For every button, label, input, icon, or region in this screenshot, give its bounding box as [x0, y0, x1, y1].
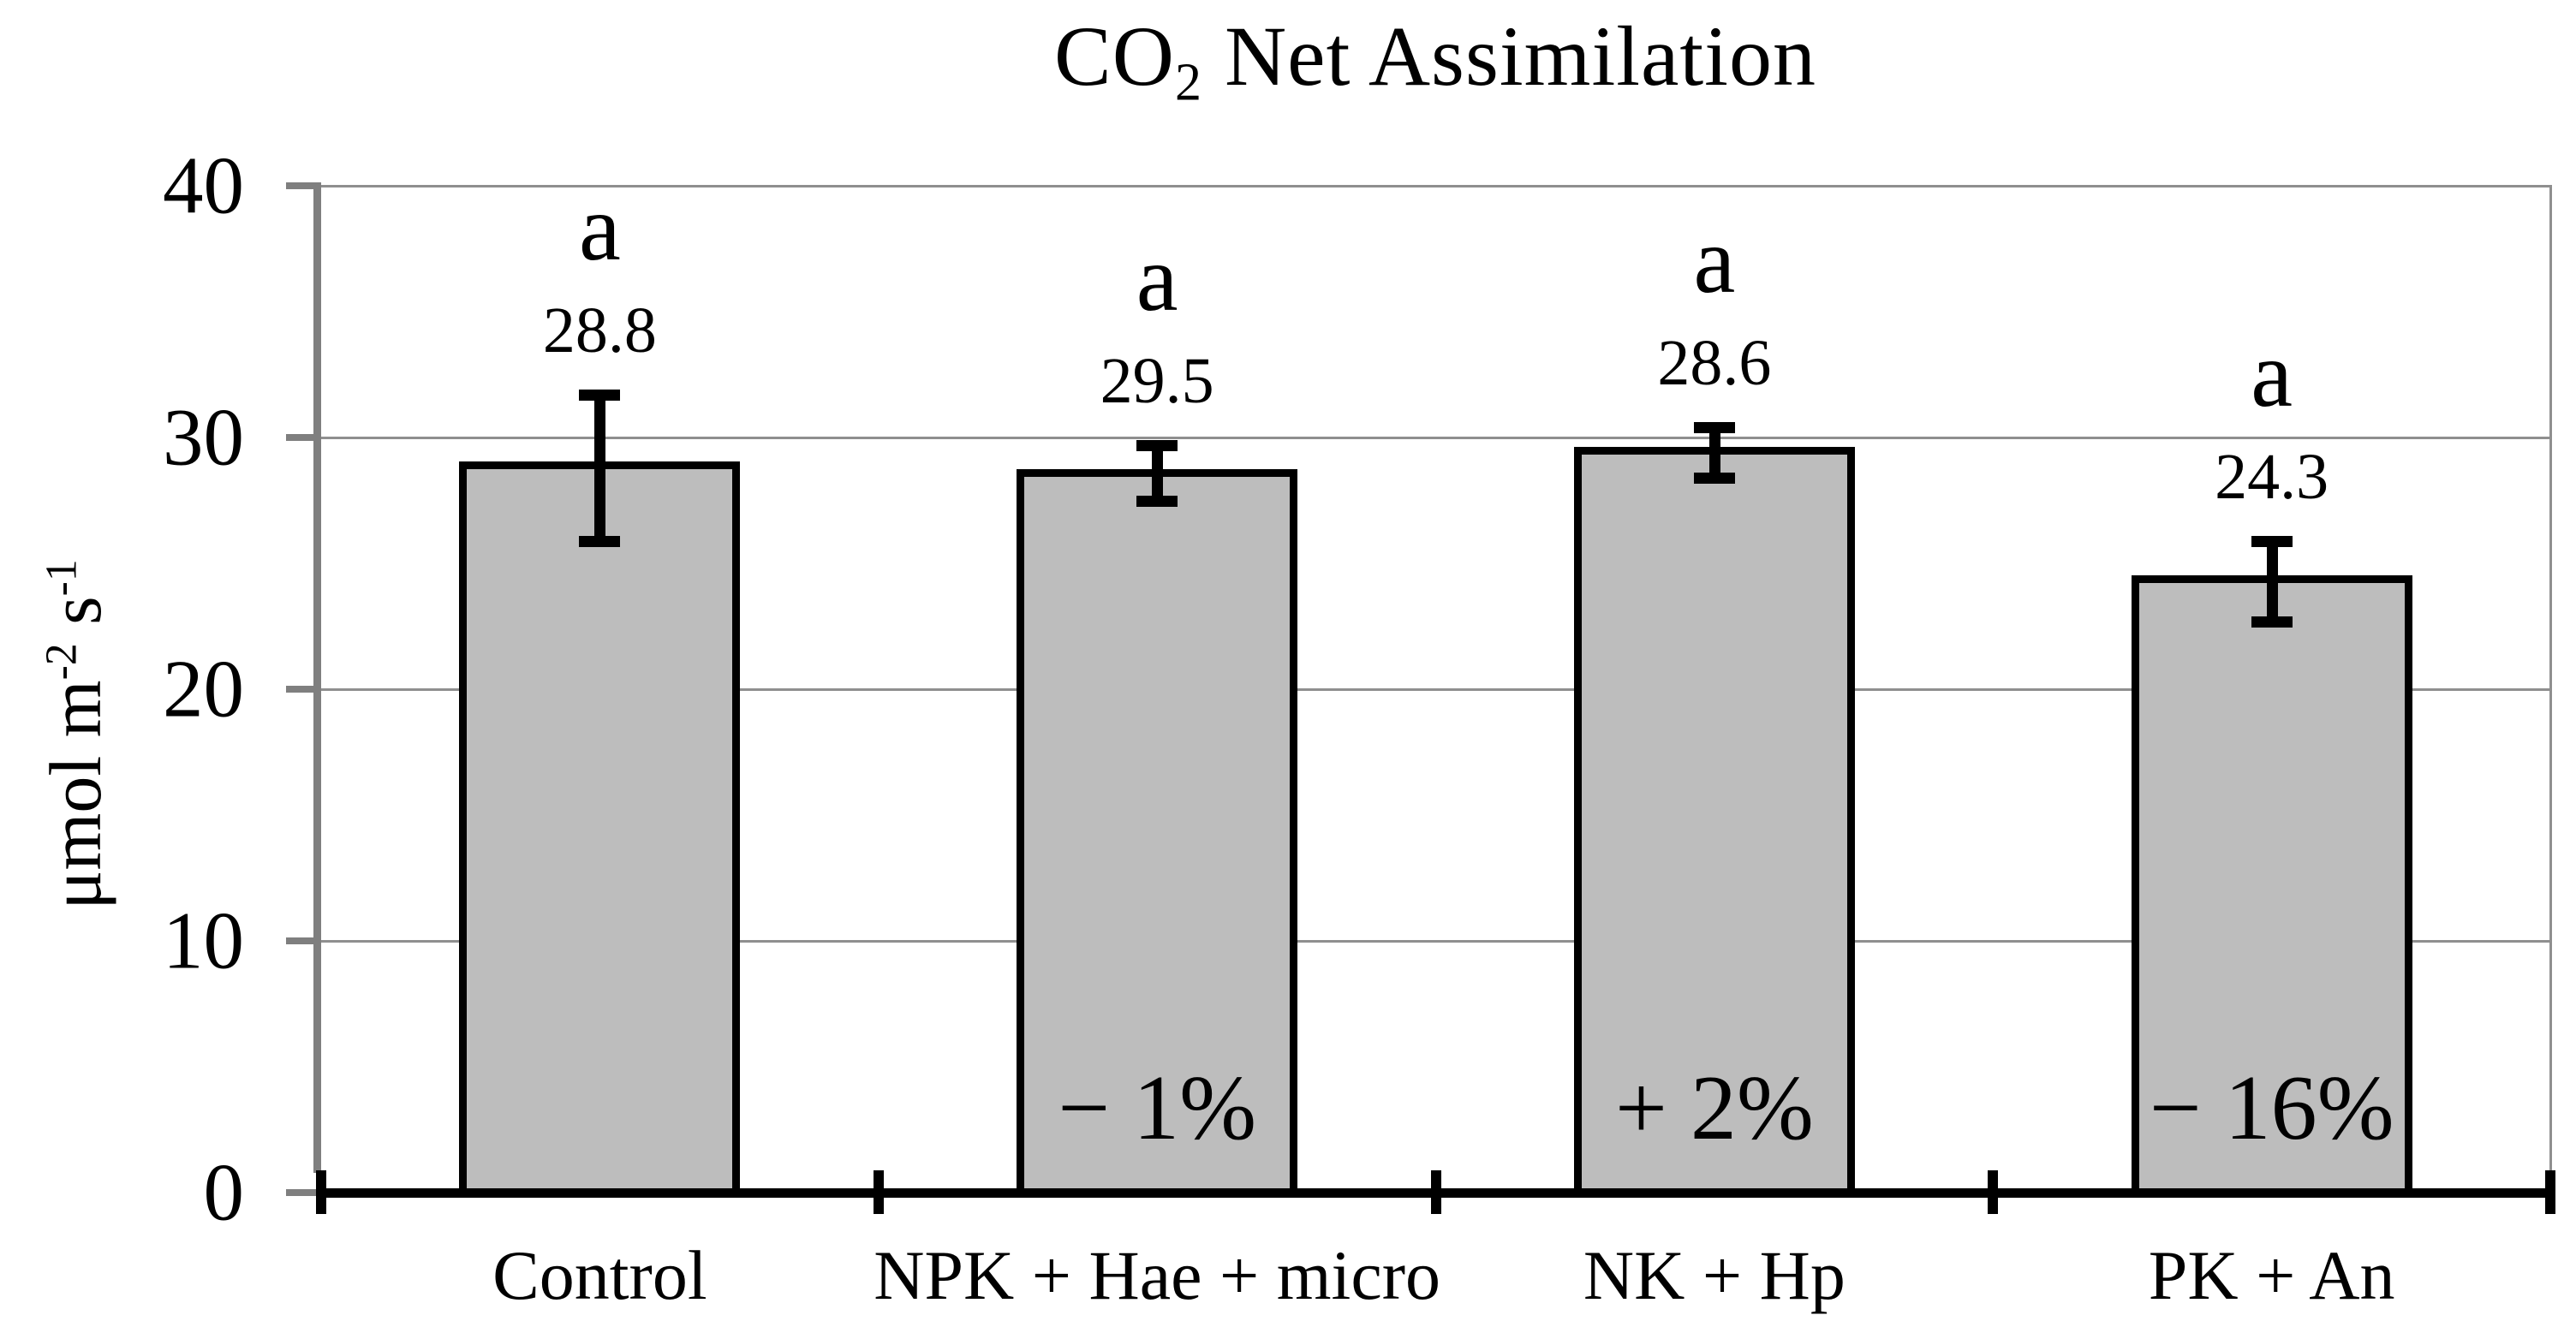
- x-tick: [1988, 1170, 1999, 1214]
- y-tick-label: 10: [163, 895, 244, 986]
- percent-label: − 1%: [1058, 1057, 1257, 1159]
- y-tick: [286, 434, 321, 441]
- bar-error-cap-top: [1693, 422, 1735, 434]
- bar-error-cap-bottom: [579, 535, 621, 547]
- category-label: NK + Hp: [1583, 1236, 1846, 1314]
- value-label: 28.8: [542, 295, 657, 367]
- bar-error-cap-bottom: [1693, 473, 1735, 485]
- value-label: 28.6: [1657, 327, 1772, 400]
- y-tick: [286, 182, 321, 189]
- gridline: [321, 185, 2550, 187]
- y-axis-line: [313, 184, 321, 1173]
- value-label: 24.3: [2215, 440, 2329, 513]
- y-tick-label: 30: [163, 391, 244, 483]
- text-segment: CO: [1054, 9, 1175, 104]
- y-tick-label: 40: [163, 140, 244, 231]
- category-label: Control: [492, 1236, 707, 1314]
- bar-error-cap-top: [1136, 439, 1178, 451]
- bar-error-line: [594, 395, 606, 541]
- bar-error-line: [2266, 540, 2278, 622]
- chart-title: CO2 Net Assimilation: [1054, 7, 1816, 113]
- percent-label: + 2%: [1614, 1057, 1814, 1159]
- y-tick-label: 0: [203, 1146, 245, 1238]
- category-label: PK + An: [2148, 1236, 2395, 1314]
- text-segment: 2: [1174, 53, 1202, 112]
- text-segment: Net Assimilation: [1202, 9, 1816, 104]
- y-tick-label: 20: [163, 643, 244, 735]
- y-tick: [286, 937, 321, 944]
- bar-error-line: [1152, 444, 1164, 501]
- plot-right-border: [2549, 185, 2552, 1170]
- percent-label: − 16%: [2149, 1057, 2394, 1159]
- x-tick: [873, 1170, 884, 1214]
- significance-letter: a: [1136, 225, 1178, 330]
- significance-letter: a: [578, 176, 621, 281]
- significance-letter: a: [1693, 208, 1736, 313]
- y-tick: [286, 1189, 321, 1196]
- gridline: [321, 940, 2550, 943]
- value-label: 29.5: [1100, 344, 1214, 417]
- x-tick: [1430, 1170, 1441, 1214]
- bar-error-line: [1708, 427, 1720, 479]
- bar-error-cap-top: [579, 390, 621, 402]
- x-tick: [2545, 1170, 2555, 1214]
- gridline: [321, 437, 2550, 439]
- y-tick: [286, 686, 321, 693]
- category-label: NPK + Hae + micro: [874, 1236, 1441, 1314]
- significance-letter: a: [2251, 321, 2293, 426]
- bar: [459, 461, 741, 1196]
- bar-error-cap-top: [2251, 535, 2293, 547]
- gridline: [321, 688, 2550, 691]
- bar-error-cap-bottom: [2251, 616, 2293, 628]
- bar-error-cap-bottom: [1136, 495, 1178, 507]
- x-tick: [316, 1170, 326, 1214]
